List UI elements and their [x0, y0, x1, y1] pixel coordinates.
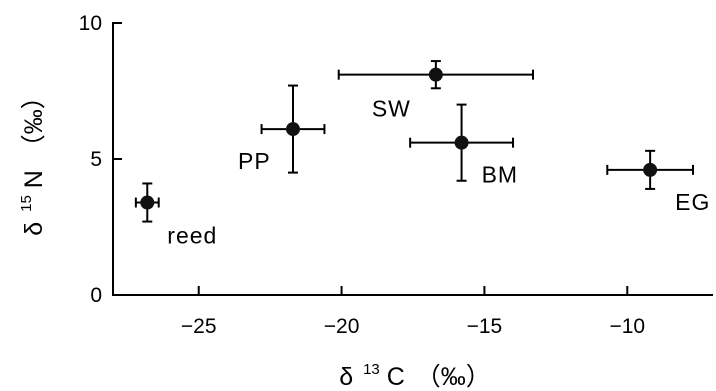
- point-label: PP: [238, 148, 271, 174]
- y-axis-title: δ 15 N （‰）: [9, 84, 48, 236]
- point-label: reed: [167, 223, 217, 249]
- x-axis-title: δ 13 C （‰）: [339, 352, 491, 391]
- data-point-EG: EG: [606, 149, 710, 215]
- point-marker: [643, 162, 658, 177]
- point-label: BM: [482, 162, 518, 188]
- x-axis-title-unit: （‰）: [416, 363, 491, 391]
- x-axis-title-prefix: δ: [339, 363, 353, 391]
- x-tick-label: −15: [467, 315, 503, 338]
- y-axis-title-main: N: [20, 170, 48, 188]
- point-label: EG: [675, 189, 710, 215]
- point-marker: [428, 67, 443, 82]
- x-tick-label: −20: [324, 315, 360, 338]
- point-marker: [454, 135, 469, 150]
- x-tick-label: −25: [181, 315, 217, 338]
- x-axis-title-sup: 13: [363, 361, 380, 378]
- y-tick-label: 0: [90, 284, 102, 307]
- x-tick-label: −10: [609, 315, 645, 338]
- data-point-SW: SW: [337, 60, 534, 122]
- x-axis-title-main: C: [387, 363, 405, 391]
- point-marker: [140, 195, 155, 210]
- axes: [112, 22, 713, 296]
- y-tick-label: 10: [79, 12, 102, 35]
- y-axis-title-prefix: δ: [20, 222, 48, 236]
- data-point-PP: PP: [238, 84, 326, 174]
- y-axis-title-unit: （‰）: [20, 84, 48, 159]
- y-tick-label: 5: [90, 148, 102, 171]
- data-point-reed: reed: [134, 182, 217, 249]
- ticks: 0 5 10 −25 −20 −15 −10: [79, 12, 645, 338]
- point-label: SW: [372, 96, 411, 122]
- y-axis-title-sup: 15: [18, 195, 35, 212]
- data-points: reed PP SW BM EG: [134, 60, 710, 249]
- data-point-BM: BM: [409, 103, 518, 188]
- point-marker: [286, 122, 300, 137]
